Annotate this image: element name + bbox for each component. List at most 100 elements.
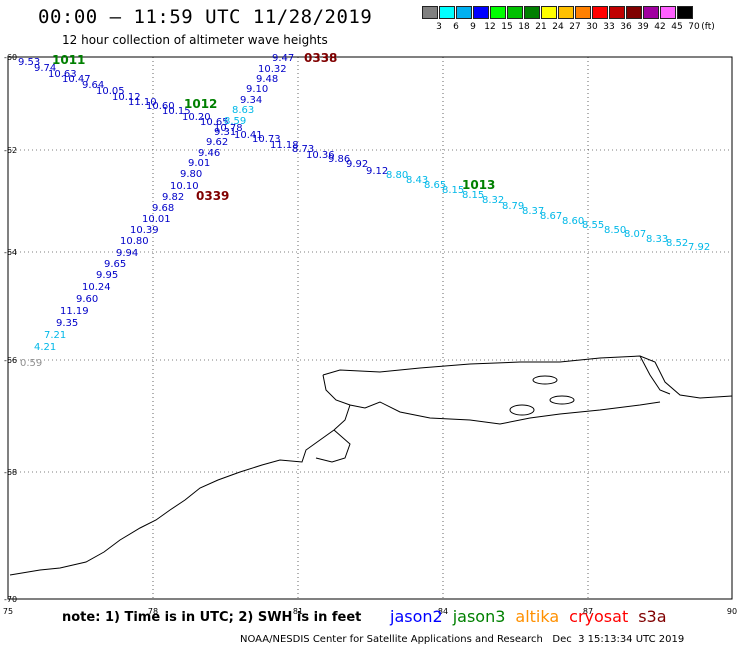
wave-height-label: 8.60 <box>562 216 584 227</box>
scale-label: 6 <box>453 22 459 32</box>
scale-label: 24 <box>552 22 564 32</box>
scale-label: 33 <box>603 22 615 32</box>
wave-height-label: 10.01 <box>142 214 171 225</box>
wave-height-label: 9.60 <box>76 294 98 305</box>
satellite-legend-item: jason3 <box>452 607 506 626</box>
wave-height-label: 9.65 <box>104 259 126 270</box>
wave-height-label: 8.65 <box>424 180 446 191</box>
y-tick-label: -64 <box>4 248 17 257</box>
scale-label: 42 <box>654 22 666 32</box>
x-tick-label: 78 <box>148 607 158 616</box>
wave-height-label: 8.73 <box>292 144 314 155</box>
map-subtitle: 12 hour collection of altimeter wave hei… <box>62 33 328 47</box>
satellite-legend: jason2 jason3 altika cryosat s3a <box>390 607 667 626</box>
wave-height-label: 9.46 <box>198 148 220 159</box>
wave-height-label: 8.79 <box>502 201 524 212</box>
wave-height-label: 7.21 <box>44 330 66 341</box>
wave-height-label: 8.59 <box>224 116 246 127</box>
wave-height-label: 9.01 <box>188 158 210 169</box>
scale-label: 27 <box>569 22 581 32</box>
wave-height-label: 8.55 <box>582 220 604 231</box>
scale-label: 18 <box>518 22 530 32</box>
wave-height-label: 9.62 <box>206 137 228 148</box>
map-frame <box>7 56 733 600</box>
wave-height-label: 10.15 <box>162 106 191 117</box>
wave-height-label: 8.80 <box>386 170 408 181</box>
pass-number-label: 0339 <box>196 189 229 203</box>
wave-height-label: 9.53 <box>18 57 40 68</box>
scale-swatch <box>541 6 557 19</box>
wave-height-label: 9.82 <box>162 192 184 203</box>
wave-height-label: 8.15 <box>442 185 464 196</box>
pass-number-labels: 1011 1012 1013 0338 0339 <box>52 51 495 203</box>
scale-label: 30 <box>586 22 598 32</box>
wave-height-label: 11.18 <box>270 140 299 151</box>
wave-height-color-scale <box>422 6 694 19</box>
wave-height-label: 10.10 <box>170 181 199 192</box>
wave-height-label: 9.64 <box>82 80 104 91</box>
wave-height-label: 10.78 <box>214 123 243 134</box>
wave-height-label: 9.47 <box>272 53 294 64</box>
scale-label: 21 <box>535 22 547 32</box>
wave-height-label: 10.36 <box>306 150 335 161</box>
scale-swatch <box>575 6 591 19</box>
wave-height-label: 10.20 <box>182 112 211 123</box>
wave-height-label: 10.12 <box>112 92 141 103</box>
wave-height-label: 9.34 <box>240 95 262 106</box>
scale-swatch <box>643 6 659 19</box>
scale-swatch <box>473 6 489 19</box>
pass-number-label: 1012 <box>184 97 217 111</box>
y-tick-label: -66 <box>4 356 17 365</box>
scale-unit: (ft) <box>701 22 715 32</box>
gridlines <box>8 57 732 599</box>
scale-swatch <box>558 6 574 19</box>
wave-height-label: 10.60 <box>146 101 175 112</box>
scale-swatch <box>524 6 540 19</box>
wave-height-label: 8.37 <box>522 206 544 217</box>
satellite-legend-item: cryosat <box>569 607 629 626</box>
x-tick-label: 87 <box>583 607 593 616</box>
wave-height-label: 9.94 <box>116 248 138 259</box>
wave-height-label: 9.80 <box>180 169 202 180</box>
wave-height-label: 10.24 <box>82 282 111 293</box>
wave-height-label: 10.41 <box>234 130 263 141</box>
satellite-legend-item: altika <box>515 607 560 626</box>
wave-height-label: 9.92 <box>346 159 368 170</box>
x-axis-tick-labels: 75 78 81 84 87 90 <box>3 607 737 616</box>
y-axis-tick-labels: -60 -62 -64 -66 -68 -70 <box>4 53 17 604</box>
scale-label: 36 <box>620 22 632 32</box>
scale-swatch <box>609 6 625 19</box>
credit-line: NOAA/NESDIS Center for Satellite Applica… <box>240 634 685 645</box>
wave-height-label: 8.33 <box>646 234 668 245</box>
scale-swatch <box>592 6 608 19</box>
wave-height-label: 8.43 <box>406 175 428 186</box>
wave-height-label: 9.86 <box>328 154 350 165</box>
wave-height-label: 9.31 <box>214 127 236 138</box>
scale-label: 3 <box>436 22 442 32</box>
scale-swatch <box>490 6 506 19</box>
x-tick-label: 84 <box>438 607 448 616</box>
wave-height-label: 11.10 <box>128 97 157 108</box>
wave-height-label: 10.63 <box>48 69 77 80</box>
x-tick-label: 90 <box>727 607 737 616</box>
pass-number-label: 0338 <box>304 51 337 65</box>
wave-height-labels: 9.539.7410.6310.479.6410.0510.1211.1010.… <box>18 53 710 369</box>
wave-height-label: 0.59 <box>20 358 42 369</box>
pass-number-label: 1011 <box>52 53 85 67</box>
scale-label: 45 <box>671 22 683 32</box>
wave-height-label: 8.15 <box>462 190 484 201</box>
wave-height-label: 9.74 <box>34 63 56 74</box>
x-tick-label: 75 <box>3 607 13 616</box>
wave-height-label: 9.48 <box>256 74 278 85</box>
scale-swatch <box>626 6 642 19</box>
wave-height-label: 10.39 <box>130 225 159 236</box>
pass-number-label: 1013 <box>462 178 495 192</box>
scale-label: 70 <box>688 22 700 32</box>
scale-swatch <box>456 6 472 19</box>
wave-height-label: 10.32 <box>258 64 287 75</box>
x-tick-label: 81 <box>293 607 303 616</box>
map-title: 00:00 – 11:59 UTC 11/28/2019 <box>38 6 373 28</box>
scale-label: 39 <box>637 22 649 32</box>
wave-height-label: 8.52 <box>666 238 688 249</box>
